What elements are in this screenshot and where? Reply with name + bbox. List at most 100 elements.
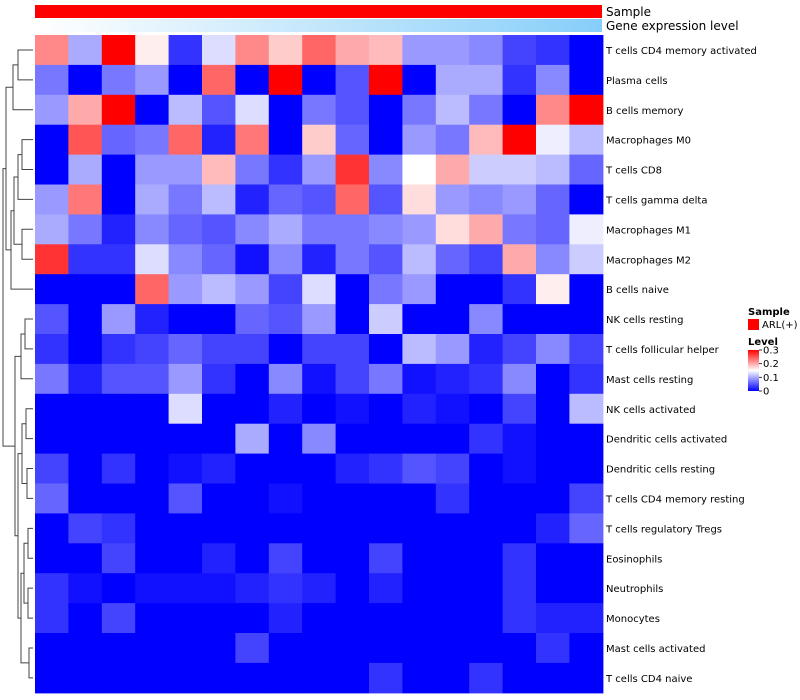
heatmap-cell (502, 662, 537, 694)
heatmap-cell (369, 453, 403, 485)
heatmap-cells (35, 35, 604, 694)
heatmap-cell (202, 423, 236, 455)
heatmap-cell (202, 214, 236, 245)
row-label: Macrophages M1 (606, 225, 691, 236)
heatmap-cell (202, 244, 236, 275)
heatmap-cell (435, 154, 470, 186)
heatmap-cell (302, 662, 337, 694)
heatmap-cell (569, 603, 604, 634)
heatmap-cell (68, 573, 103, 604)
heatmap-cell (135, 124, 170, 156)
heatmap-cell (302, 483, 337, 514)
heatmap-cell (369, 573, 403, 604)
heatmap-cell (469, 543, 504, 574)
heatmap-cell (402, 513, 437, 544)
heatmap-cell (268, 154, 303, 186)
heatmap-cell (502, 94, 537, 126)
heatmap-cell (469, 363, 504, 395)
heatmap-cell (68, 543, 103, 574)
heatmap-cell (302, 154, 337, 186)
heatmap-cell (101, 154, 136, 186)
heatmap-cell (202, 304, 236, 335)
heatmap-cell (68, 35, 103, 66)
heatmap-cell (202, 483, 236, 514)
heatmap-cell (502, 244, 537, 275)
heatmap-cell (402, 453, 437, 485)
heatmap-cell (168, 244, 203, 275)
heatmap-cell (369, 274, 403, 305)
heatmap-cell (135, 214, 170, 245)
heatmap-cell (469, 483, 504, 514)
heatmap-cell (502, 633, 537, 664)
heatmap-cell (435, 214, 470, 245)
heatmap-cell (168, 453, 203, 485)
heatmap-cell (168, 214, 203, 245)
heatmap-cell (68, 662, 103, 694)
heatmap-cell (502, 334, 537, 365)
heatmap-cell (302, 124, 337, 156)
heatmap-cell (101, 124, 136, 156)
row-label: T cells follicular helper (605, 345, 720, 356)
gene-expression-track (35, 19, 602, 32)
heatmap-cell (235, 423, 270, 455)
heatmap-cell (235, 334, 270, 365)
heatmap-cell (235, 274, 270, 305)
heatmap-cell (268, 304, 303, 335)
heatmap-cell (569, 633, 604, 664)
heatmap-cell (369, 304, 403, 335)
heatmap-cell (202, 35, 236, 66)
row-label: Mast cells activated (606, 644, 705, 655)
heatmap-cell (168, 154, 203, 186)
heatmap-cell (202, 393, 236, 425)
heatmap-cell (569, 154, 604, 186)
heatmap-cell (335, 483, 370, 514)
heatmap-cell (502, 64, 537, 96)
heatmap-cell (35, 573, 69, 604)
heatmap-cell (335, 423, 370, 455)
heatmap-cell (35, 184, 69, 215)
heatmap-cell (435, 633, 470, 664)
heatmap-cell (536, 363, 570, 395)
heatmap-cell (168, 483, 203, 514)
heatmap-cell (469, 274, 504, 305)
heatmap-cell (435, 573, 470, 604)
heatmap-cell (35, 543, 69, 574)
heatmap-cell (101, 543, 136, 574)
heatmap-cell (302, 94, 337, 126)
heatmap-cell (68, 453, 103, 485)
dendrogram-branch (5, 86, 13, 251)
heatmap-cell (68, 94, 103, 126)
heatmap-cell (536, 154, 570, 186)
heatmap-cell (302, 214, 337, 245)
row-label: NK cells activated (606, 405, 696, 416)
gene-expression-track-label: Gene expression level (606, 19, 739, 33)
heatmap-cell (35, 35, 69, 66)
heatmap-cell (68, 274, 103, 305)
heatmap-cell (101, 633, 136, 664)
heatmap-cell (335, 184, 370, 215)
heatmap-cell (35, 633, 69, 664)
sample-track-label: Sample (606, 5, 651, 19)
heatmap-cell (168, 393, 203, 425)
heatmap-cell (536, 453, 570, 485)
heatmap-cell (569, 363, 604, 395)
heatmap-cell (101, 393, 136, 425)
row-label: Monocytes (606, 614, 660, 625)
heatmap-cell (101, 483, 136, 514)
heatmap-cell (335, 124, 370, 156)
row-label: Eosinophils (606, 554, 662, 565)
heatmap-cell (369, 94, 403, 126)
heatmap-cell (469, 603, 504, 634)
heatmap-cell (402, 483, 437, 514)
heatmap-cell (502, 214, 537, 245)
row-label: T cells CD4 naive (605, 674, 692, 685)
heatmap-cell (302, 603, 337, 634)
heatmap-cell (135, 662, 170, 694)
heatmap-cell (335, 393, 370, 425)
row-label: Macrophages M2 (606, 255, 691, 266)
row-label: T cells CD8 (605, 166, 662, 177)
heatmap-cell (502, 363, 537, 395)
dendrogram-branch (23, 542, 28, 604)
heatmap-cell (168, 603, 203, 634)
heatmap-cell (101, 513, 136, 544)
